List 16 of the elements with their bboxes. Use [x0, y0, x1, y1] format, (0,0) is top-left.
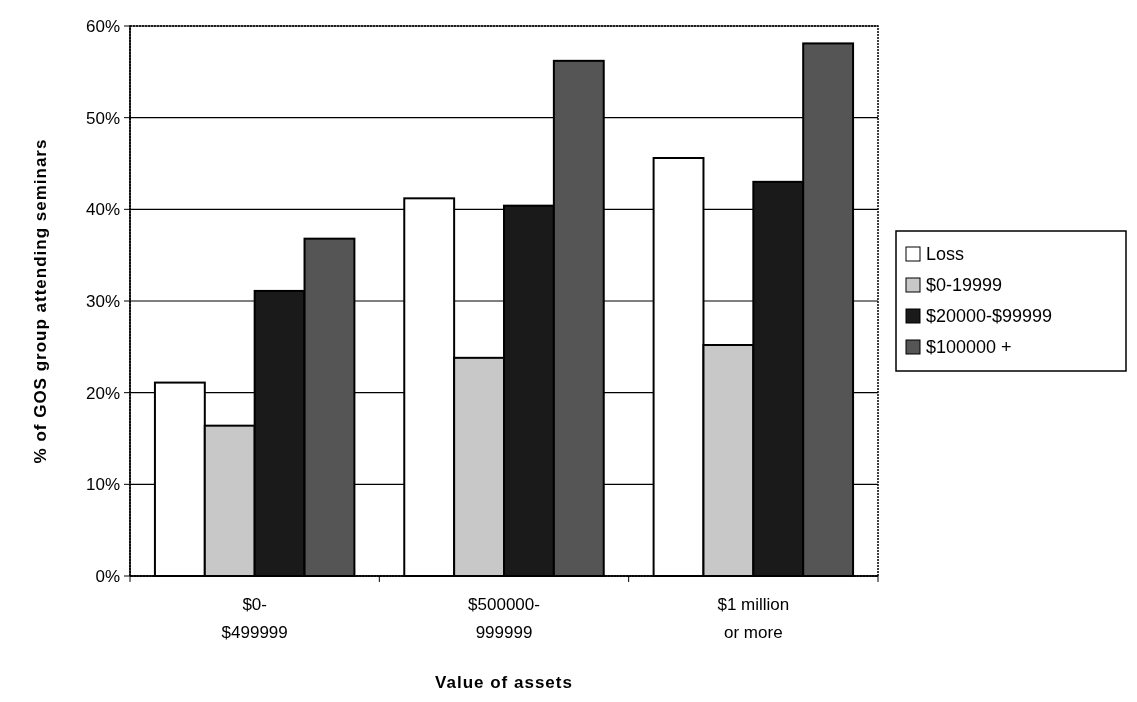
- legend-label: $20000-$99999: [926, 306, 1053, 327]
- legend-label: Loss: [926, 244, 965, 265]
- y-tick-label: 60%: [85, 16, 120, 36]
- y-tick-label: 10%: [85, 475, 120, 495]
- y-tick-label: 40%: [85, 200, 120, 220]
- y-axis-title: % of GOS group attending seminars: [31, 138, 50, 464]
- y-tick-label: 50%: [85, 108, 120, 128]
- x-tick-label: $500000- 999999: [468, 595, 540, 642]
- y-tick-label: 30%: [85, 291, 120, 311]
- x-tick-label: $0- $499999: [221, 595, 288, 642]
- x-tick-label: $1 million or more: [717, 595, 790, 642]
- y-tick-label: 0%: [95, 566, 120, 586]
- x-axis-title: Value of assets: [435, 673, 573, 692]
- legend-label: $0-19999: [926, 275, 1003, 296]
- y-tick-label: 20%: [85, 383, 120, 403]
- legend-label: $100000 +: [926, 337, 1012, 358]
